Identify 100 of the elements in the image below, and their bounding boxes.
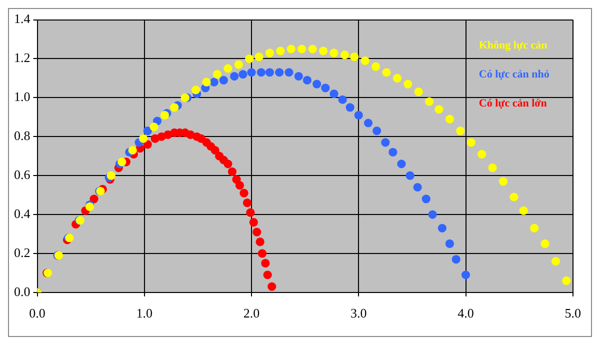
point bbox=[510, 192, 518, 202]
point bbox=[530, 224, 539, 232]
point bbox=[372, 126, 382, 136]
point bbox=[452, 255, 460, 264]
point bbox=[90, 194, 98, 204]
point bbox=[519, 206, 528, 215]
point bbox=[284, 68, 294, 77]
point bbox=[228, 167, 237, 176]
point bbox=[224, 64, 232, 73]
point bbox=[404, 80, 412, 88]
y-tick-label: 0.6 bbox=[14, 166, 31, 182]
point bbox=[340, 50, 349, 60]
text: Không lực cản bbox=[478, 40, 548, 52]
point bbox=[413, 182, 422, 192]
point bbox=[350, 52, 359, 62]
point bbox=[230, 72, 239, 81]
y-tick-label: 0.4 bbox=[14, 206, 31, 221]
point bbox=[263, 270, 272, 280]
point bbox=[392, 74, 402, 83]
point bbox=[219, 76, 228, 84]
point bbox=[247, 68, 256, 77]
point bbox=[371, 62, 380, 71]
x-tick-label: 4.0 bbox=[458, 306, 474, 321]
point bbox=[456, 126, 465, 136]
point bbox=[249, 218, 258, 227]
point bbox=[414, 88, 423, 96]
x-tick-label: 3.0 bbox=[350, 306, 367, 321]
point bbox=[240, 188, 248, 198]
point bbox=[143, 140, 152, 149]
point bbox=[498, 177, 508, 186]
point bbox=[234, 60, 243, 69]
x-tick-label: 1.0 bbox=[136, 306, 152, 321]
point bbox=[540, 239, 550, 248]
y-tick-label: 1.0 bbox=[14, 89, 30, 104]
point bbox=[118, 158, 126, 166]
point bbox=[265, 48, 274, 58]
point bbox=[330, 89, 338, 98]
point bbox=[346, 103, 354, 112]
point bbox=[265, 68, 274, 77]
point bbox=[246, 208, 255, 217]
point bbox=[428, 210, 437, 219]
point bbox=[308, 44, 317, 54]
y-tick-label: 0.2 bbox=[14, 244, 30, 260]
point bbox=[256, 68, 266, 77]
point bbox=[478, 150, 486, 158]
point bbox=[275, 68, 284, 77]
point bbox=[562, 276, 571, 286]
point bbox=[318, 46, 328, 56]
point bbox=[388, 148, 398, 157]
point bbox=[294, 72, 303, 81]
point bbox=[210, 78, 218, 86]
point bbox=[160, 110, 170, 120]
x-tick-label: 0.0 bbox=[29, 306, 46, 321]
point bbox=[143, 126, 152, 136]
point bbox=[210, 146, 220, 155]
text: Có lực cản lớn bbox=[478, 98, 547, 110]
point bbox=[245, 54, 254, 64]
point bbox=[312, 80, 322, 88]
point bbox=[406, 171, 414, 180]
point bbox=[330, 48, 338, 58]
y-tick-label: 1.2 bbox=[14, 50, 30, 66]
point bbox=[191, 86, 200, 94]
point bbox=[434, 105, 444, 114]
point bbox=[212, 70, 222, 79]
point bbox=[286, 44, 296, 54]
point bbox=[438, 224, 446, 232]
point bbox=[238, 70, 248, 79]
x-tick-label: 5.0 bbox=[564, 306, 581, 321]
point bbox=[445, 114, 454, 124]
point bbox=[338, 95, 347, 104]
point bbox=[298, 44, 306, 54]
point bbox=[551, 256, 560, 266]
point bbox=[381, 138, 390, 147]
point bbox=[397, 160, 406, 168]
point bbox=[422, 194, 430, 204]
point bbox=[354, 110, 363, 120]
y-tick-label: 0.0 bbox=[14, 284, 30, 299]
point bbox=[360, 56, 370, 65]
point bbox=[488, 163, 497, 172]
y-tick-label: 1.4 bbox=[14, 11, 31, 26]
x-tick-label: 2.0 bbox=[243, 306, 260, 321]
point bbox=[128, 146, 137, 155]
point bbox=[202, 78, 211, 86]
point bbox=[180, 93, 190, 102]
text: Có lực cản nhỏ bbox=[478, 68, 550, 81]
point bbox=[364, 118, 373, 128]
point bbox=[258, 249, 267, 258]
point bbox=[170, 103, 179, 112]
point bbox=[445, 239, 454, 248]
y-tick-label: 0.8 bbox=[14, 128, 30, 144]
point bbox=[261, 258, 270, 268]
point bbox=[382, 68, 391, 77]
point bbox=[302, 76, 312, 84]
point bbox=[242, 198, 252, 208]
point bbox=[235, 181, 244, 190]
point bbox=[276, 46, 285, 56]
point bbox=[139, 134, 148, 143]
point bbox=[268, 282, 276, 291]
point bbox=[256, 237, 264, 246]
point bbox=[466, 138, 476, 147]
